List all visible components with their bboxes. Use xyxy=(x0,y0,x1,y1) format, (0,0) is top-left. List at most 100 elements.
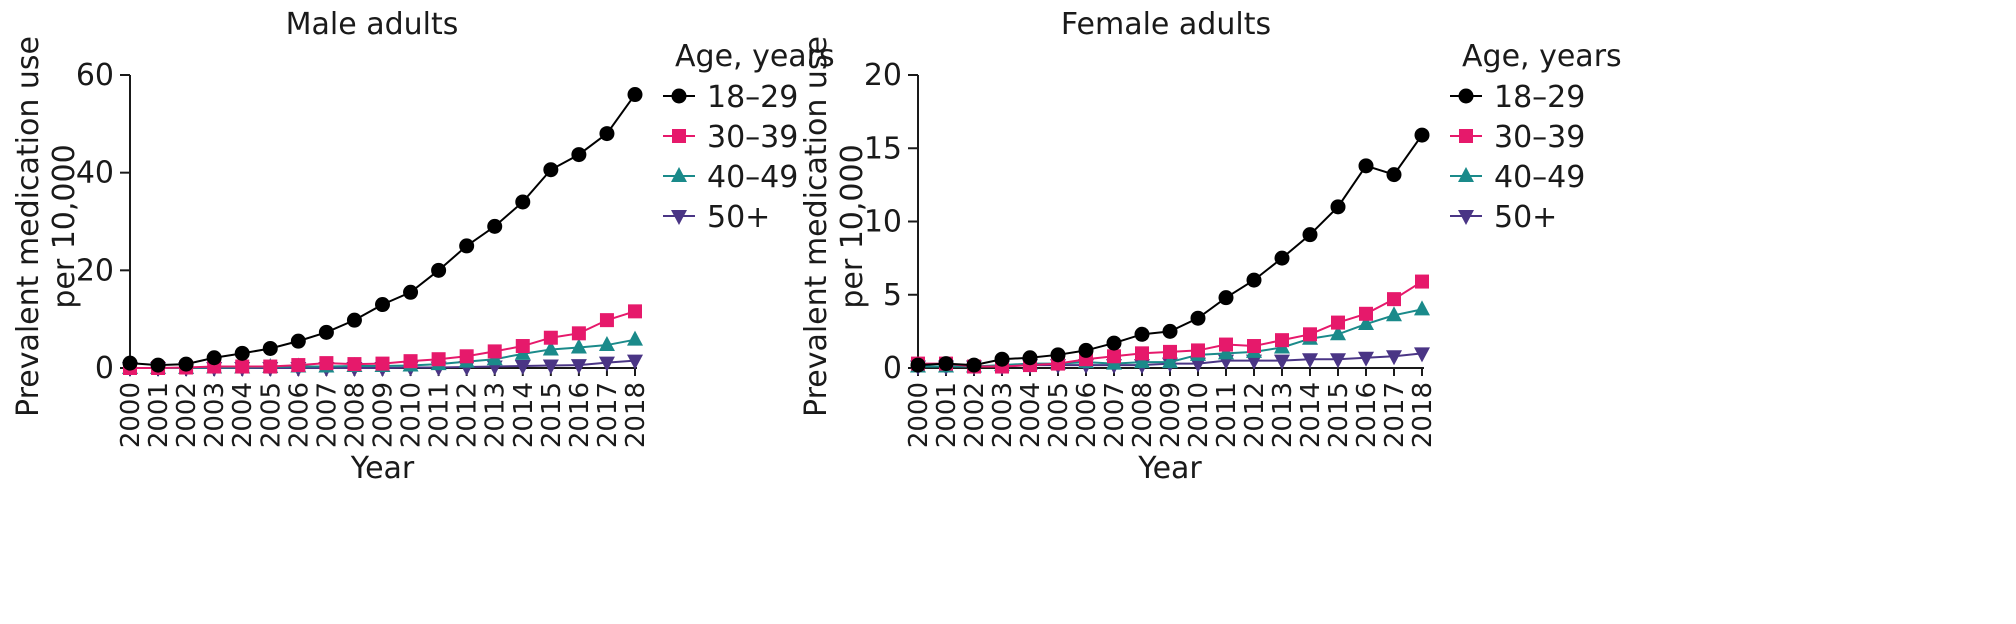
legend-marker xyxy=(1458,210,1474,225)
data-point xyxy=(347,357,362,372)
data-point xyxy=(234,345,250,361)
data-point xyxy=(1330,353,1346,369)
x-tick-label: 2007 xyxy=(312,382,342,448)
data-point xyxy=(375,356,390,371)
data-point xyxy=(542,340,559,356)
legend-marker xyxy=(671,88,687,104)
data-point xyxy=(235,359,250,374)
x-tick-label: 2009 xyxy=(1156,382,1186,448)
data-point xyxy=(1190,310,1206,326)
y-tick-label: 15 xyxy=(864,131,902,166)
data-point xyxy=(1162,353,1178,369)
data-point xyxy=(1134,326,1150,342)
data-point xyxy=(1330,199,1346,215)
data-point xyxy=(290,333,306,349)
data-point xyxy=(570,359,587,375)
data-point xyxy=(515,194,531,210)
data-point xyxy=(627,354,643,370)
chart-title: Female adults xyxy=(1061,7,1271,42)
data-point xyxy=(599,313,614,328)
x-tick-label: 2016 xyxy=(1352,382,1382,448)
data-point xyxy=(515,339,530,354)
x-tick-label: 2018 xyxy=(621,382,651,448)
data-point xyxy=(1218,344,1234,360)
data-point xyxy=(1330,325,1346,341)
y-axis-label-line: Prevalent medication use xyxy=(11,36,46,417)
legend: Age, years 18–29 30–39 40–49 50+ xyxy=(663,39,835,235)
data-point xyxy=(431,352,446,367)
legend-title: Age, years xyxy=(1462,39,1622,74)
x-tick-label: 2012 xyxy=(1240,382,1270,448)
data-point xyxy=(150,357,166,373)
x-axis-label: Year xyxy=(350,451,415,486)
y-tick-label: 5 xyxy=(883,278,902,313)
y-tick-label: 40 xyxy=(76,156,114,191)
data-point xyxy=(1302,353,1318,369)
x-tick-label: 2005 xyxy=(256,382,286,448)
data-point xyxy=(598,336,615,352)
x-tick-label: 2014 xyxy=(509,382,539,448)
x-axis-label: Year xyxy=(1137,451,1202,486)
x-tick-label: 2013 xyxy=(481,382,511,448)
data-point xyxy=(1386,350,1402,366)
x-tick-label: 2004 xyxy=(228,382,258,448)
x-tick-label: 2002 xyxy=(960,382,990,448)
data-point xyxy=(542,359,559,375)
data-point xyxy=(206,350,222,366)
data-point xyxy=(262,340,278,356)
y-tick-label: 20 xyxy=(76,253,114,288)
data-point xyxy=(514,360,531,376)
female-adults-chart: Female adults051015202000200120022003200… xyxy=(799,7,1622,486)
y-tick-label: 10 xyxy=(864,205,902,240)
data-point xyxy=(263,359,278,374)
data-point xyxy=(1106,335,1122,351)
x-tick-label: 2006 xyxy=(1072,382,1102,448)
legend-label: 18–29 xyxy=(1494,80,1585,115)
data-point xyxy=(1359,306,1373,321)
legend-marker xyxy=(671,210,687,225)
data-point xyxy=(1247,339,1261,354)
y-tick-label: 60 xyxy=(76,58,114,93)
data-point xyxy=(1386,306,1402,322)
legend-marker xyxy=(1458,167,1474,182)
data-point xyxy=(1218,290,1234,306)
data-point xyxy=(543,330,558,345)
legend-label: 50+ xyxy=(707,200,770,235)
x-tick-label: 2015 xyxy=(1324,382,1354,448)
x-tick-label: 2010 xyxy=(397,382,427,448)
x-tick-label: 2014 xyxy=(1296,382,1326,448)
x-tick-label: 2010 xyxy=(1184,382,1214,448)
data-point xyxy=(1358,315,1374,331)
data-point xyxy=(938,356,954,372)
x-tick-label: 2017 xyxy=(1380,382,1410,448)
data-point xyxy=(1274,250,1290,266)
data-point xyxy=(1414,347,1430,363)
data-point xyxy=(627,87,643,103)
data-point xyxy=(910,357,926,373)
x-tick-label: 2001 xyxy=(144,382,174,448)
data-point xyxy=(1331,315,1345,330)
legend-label: 40–49 xyxy=(707,160,798,195)
x-tick-label: 2011 xyxy=(425,382,455,448)
x-tick-label: 2006 xyxy=(284,382,314,448)
legend-marker xyxy=(1458,88,1474,104)
data-point xyxy=(1022,350,1038,366)
x-tick-label: 2001 xyxy=(932,382,962,448)
data-point xyxy=(1274,354,1290,370)
data-point xyxy=(1191,343,1205,358)
y-tick-label: 20 xyxy=(864,58,902,93)
data-point xyxy=(1162,323,1178,339)
y-axis-label-line: Prevalent medication use xyxy=(799,36,834,417)
x-tick-label: 2003 xyxy=(988,382,1018,448)
series-18–29 xyxy=(910,127,1430,373)
data-point xyxy=(1358,351,1374,367)
x-tick-label: 2008 xyxy=(1128,382,1158,448)
data-point xyxy=(994,351,1010,367)
data-point xyxy=(487,218,503,234)
legend-marker xyxy=(672,129,686,143)
chart-title: Male adults xyxy=(286,7,459,42)
data-point xyxy=(571,147,587,163)
data-point xyxy=(487,344,502,359)
x-tick-label: 2012 xyxy=(453,382,483,448)
data-point xyxy=(1415,274,1429,289)
